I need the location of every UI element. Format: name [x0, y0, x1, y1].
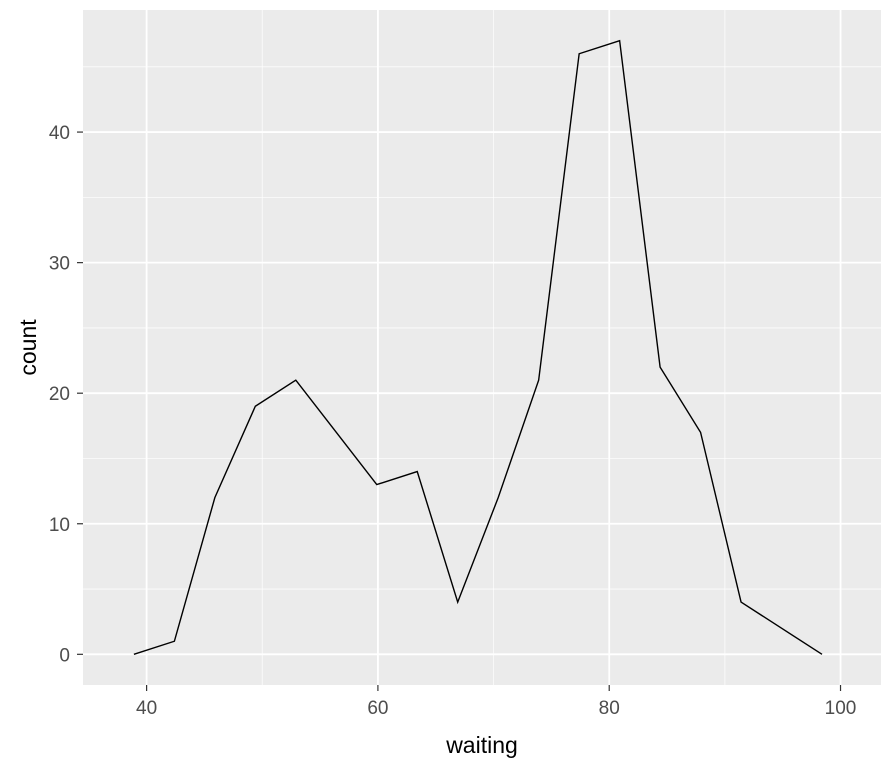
y-tick-label: 40 [49, 123, 70, 144]
plot-panel [83, 10, 881, 685]
x-tick-label: 40 [136, 698, 157, 719]
minor-gridlines [83, 10, 881, 685]
y-tick-label: 20 [49, 384, 70, 405]
y-tick-label: 0 [59, 645, 70, 666]
y-tick-label: 30 [49, 254, 70, 275]
x-tick-label: 80 [599, 698, 620, 719]
x-axis-ticks: 40 60 80 100 [136, 685, 856, 719]
x-axis-title: waiting [445, 732, 518, 758]
y-axis-ticks: 0 10 20 30 40 [49, 123, 83, 666]
major-gridlines [83, 10, 881, 685]
x-tick-label: 100 [825, 698, 857, 719]
series-line [133, 39, 823, 655]
y-axis-title: count [15, 319, 41, 376]
x-tick-label: 60 [367, 698, 388, 719]
y-tick-label: 10 [49, 515, 70, 536]
